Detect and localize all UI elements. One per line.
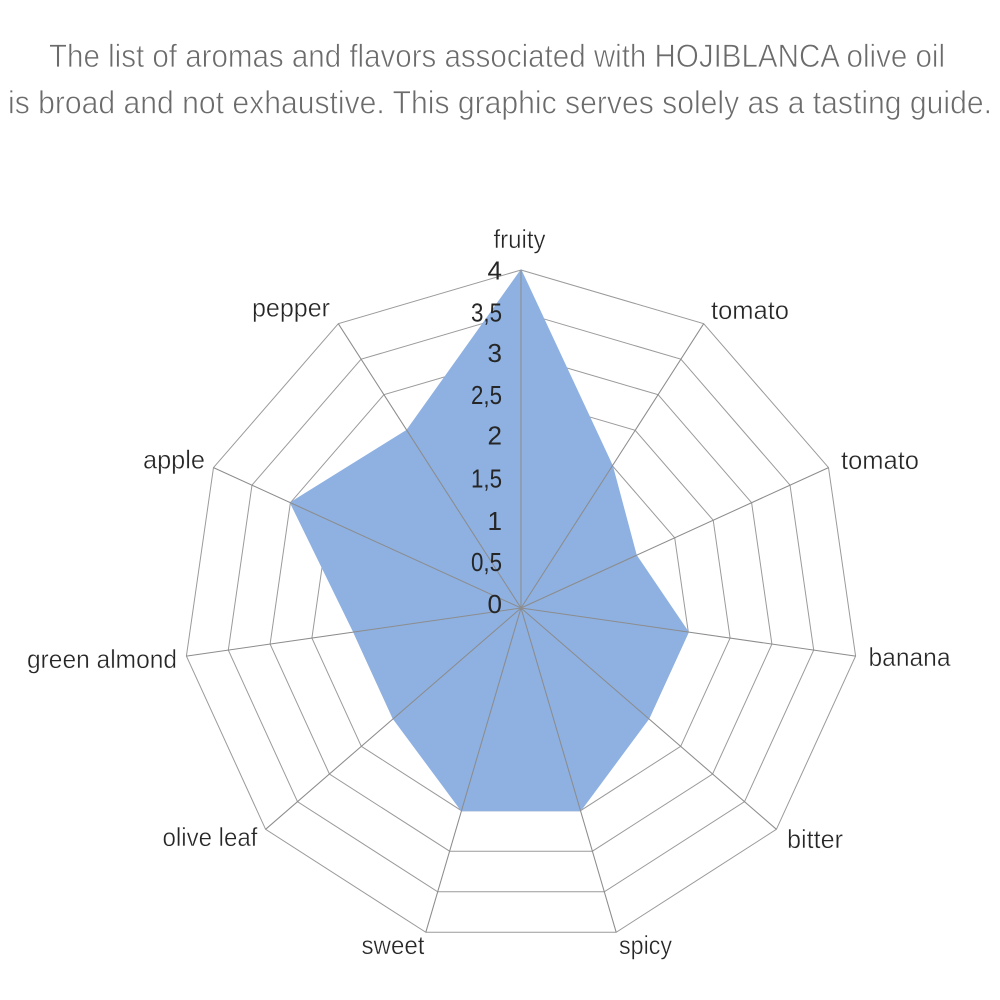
svg-text:0,5: 0,5 (471, 547, 502, 577)
svg-text:2: 2 (488, 421, 502, 451)
svg-text:1,5: 1,5 (471, 464, 502, 494)
svg-text:tomato: tomato (711, 295, 789, 325)
svg-text:3,5: 3,5 (471, 297, 502, 327)
svg-text:0: 0 (488, 589, 502, 619)
svg-text:4: 4 (488, 255, 502, 285)
svg-text:The list of aromas and flavors: The list of aromas and flavors associate… (49, 38, 945, 74)
svg-text:pepper: pepper (252, 293, 330, 323)
svg-text:olive leaf: olive leaf (163, 822, 259, 852)
svg-text:banana: banana (869, 642, 952, 672)
svg-text:spicy: spicy (619, 930, 672, 960)
svg-text:apple: apple (143, 445, 205, 475)
svg-text:1: 1 (488, 506, 502, 536)
svg-text:tomato: tomato (841, 445, 919, 475)
svg-text:3: 3 (488, 338, 502, 368)
svg-text:2,5: 2,5 (471, 380, 502, 410)
svg-text:is broad and not exhaustive. T: is broad and not exhaustive. This graphi… (8, 85, 992, 121)
svg-text:green almond: green almond (27, 644, 177, 674)
svg-text:fruity: fruity (494, 224, 546, 254)
svg-text:bitter: bitter (787, 824, 843, 854)
svg-text:sweet: sweet (362, 930, 426, 960)
